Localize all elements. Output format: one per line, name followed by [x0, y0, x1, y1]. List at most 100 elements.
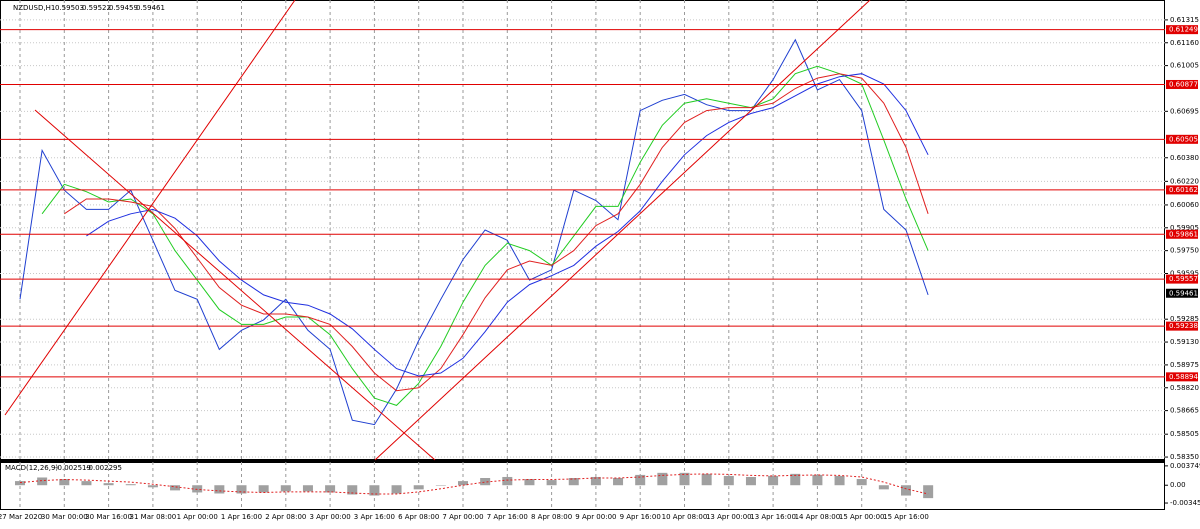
macd-bar [901, 485, 911, 496]
trend-line [34, 109, 436, 461]
y-tick-label: 0.59750 [1170, 247, 1199, 255]
axis-labels: 0.61315 0.61160 0.61005 0.60695 0.60380 0.602… [0, 16, 1200, 521]
y-tick-label: 0.59285 [1170, 315, 1199, 323]
trend-line [374, 0, 871, 461]
macd-bar [325, 485, 336, 493]
x-tick-label: 31 Mar 08:00 [130, 513, 177, 521]
x-tick-label: 30 Mar 00:00 [41, 513, 88, 521]
macd-bar [147, 485, 158, 488]
ohlc-high: 0.59522 [82, 4, 111, 12]
moving-average [64, 73, 929, 392]
macd-bar [413, 485, 424, 490]
macd-bar [236, 485, 247, 494]
macd-bar [15, 481, 25, 486]
level-label-box [1166, 372, 1198, 382]
x-tick-label: 6 Apr 08:00 [398, 513, 439, 521]
macd-bar [546, 480, 557, 486]
macd-bar [302, 485, 313, 492]
macd-bar [502, 476, 513, 486]
macd-bar [81, 481, 92, 486]
level-label: 0.60505 [1169, 135, 1198, 143]
y-tick-label: 0.58975 [1170, 361, 1199, 369]
level-label: 0.59557 [1169, 275, 1198, 283]
price-line [19, 38, 929, 426]
x-tick-label: 13 Apr 16:00 [750, 513, 796, 521]
y-tick-label: 0.59905 [1170, 224, 1199, 232]
macd-bar [679, 472, 690, 486]
y-tick-label: 0.58350 [1170, 453, 1199, 461]
x-tick-label: 27 Mar 2020 [0, 513, 42, 521]
x-tick-label: 8 Apr 08:00 [531, 513, 572, 521]
level-label: 0.60877 [1169, 80, 1198, 88]
moving-average [86, 73, 929, 377]
macd-bar [214, 485, 225, 494]
x-tick-label: 9 Apr 16:00 [620, 513, 661, 521]
macd-bar [103, 483, 114, 486]
macd-bar [745, 476, 756, 486]
macd-title: MACD(12,26,9) [5, 464, 58, 472]
y-tick-label: 0.58665 [1170, 407, 1199, 415]
macd-bar [37, 477, 48, 486]
x-tick-label: 30 Mar 16:00 [85, 513, 132, 521]
macd-bar [790, 473, 801, 486]
macd-bar [369, 485, 380, 496]
macd-bar [812, 474, 823, 486]
macd-bar [435, 485, 446, 486]
x-tick-label: 10 Apr 08:00 [662, 513, 708, 521]
moving-average [41, 65, 929, 406]
macd-bar [878, 485, 889, 490]
price-panel-frame [0, 0, 1165, 460]
x-tick-label: 7 Apr 00:00 [442, 513, 483, 521]
macd-bar [568, 478, 579, 486]
macd-bar [657, 472, 668, 486]
level-label: 0.60162 [1169, 186, 1198, 194]
level-label-box [1166, 185, 1198, 195]
macd-bar [280, 485, 291, 492]
macd-bar [613, 478, 624, 486]
y-tick-label: 0.58820 [1170, 384, 1199, 392]
x-tick-label: 9 Apr 00:00 [575, 513, 616, 521]
level-label: 0.59238 [1169, 322, 1198, 330]
y-tick-label: 0.60695 [1170, 107, 1199, 115]
macd-bar [768, 475, 779, 486]
y-tick-label: 0.00 [1170, 481, 1186, 489]
y-tick-label: 0.59595 [1170, 269, 1199, 277]
x-tick-label: 13 Apr 00:00 [706, 513, 752, 521]
level-label-box [1166, 134, 1198, 144]
macd-bar [701, 473, 712, 486]
x-tick-label: 1 Apr 00:00 [177, 513, 218, 521]
x-tick-label: 3 Apr 00:00 [310, 513, 351, 521]
y-tick-label: 0.61315 [1170, 16, 1199, 24]
macd-bar [170, 485, 181, 491]
macd-bar [258, 485, 269, 493]
level-label-box [1166, 321, 1198, 331]
x-tick-label: 1 Apr 16:00 [221, 513, 262, 521]
level-label: 0.58894 [1169, 373, 1198, 381]
level-label: 0.59861 [1169, 230, 1198, 238]
macd-bar [590, 476, 601, 486]
ohlc-close: 0.59461 [136, 4, 165, 12]
trend-line [4, 0, 296, 416]
macd-bar [635, 474, 646, 486]
macd-bar [480, 478, 491, 486]
level-label-box [1166, 274, 1198, 284]
y-tick-label: 0.60060 [1170, 201, 1199, 209]
level-label-box [1166, 25, 1198, 35]
level-label: 0.61249 [1169, 26, 1198, 34]
macd-bar [59, 479, 70, 486]
symbol-title: NZDUSD,H1 [13, 4, 55, 12]
y-tick-label: 0.61160 [1170, 39, 1199, 47]
y-tick-label: -0.00345 [1170, 499, 1200, 507]
macd-signal-value: -0.002295 [86, 464, 122, 472]
x-tick-label: 2 Apr 08:00 [265, 513, 306, 521]
macd-bar [524, 479, 535, 486]
macd-bar [458, 481, 468, 486]
macd-bar [923, 485, 934, 499]
last-price-label: 0.59461 [1169, 289, 1198, 297]
macd-bar [834, 475, 845, 486]
y-tick-label: 0.60380 [1170, 154, 1199, 162]
macd-bar [391, 485, 402, 494]
level-label-box [1166, 229, 1198, 239]
